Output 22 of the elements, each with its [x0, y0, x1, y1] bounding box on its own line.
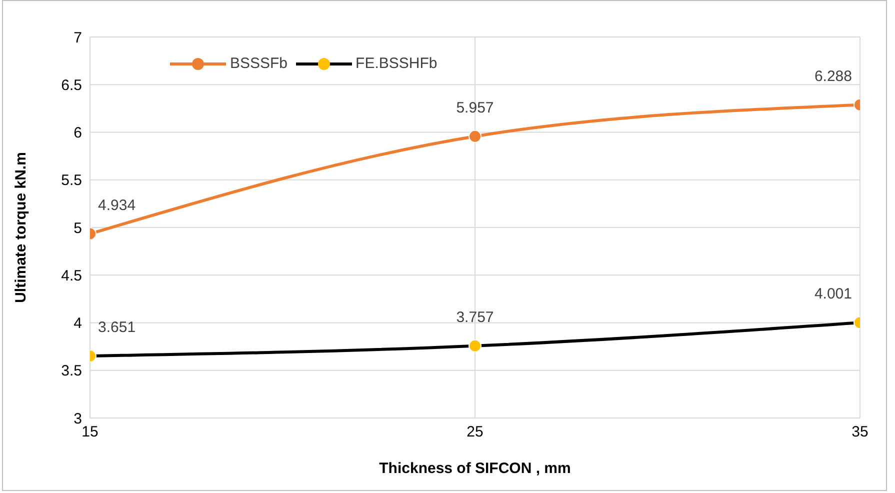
x-tick-label: 25: [466, 424, 484, 441]
y-tick-label: 4: [74, 315, 82, 332]
y-tick-label: 6.5: [61, 76, 82, 94]
y-tick-label: 7: [74, 29, 82, 46]
data-label: 5.957: [456, 99, 494, 116]
data-label: 3.651: [98, 318, 136, 336]
y-tick-label: 6: [74, 124, 82, 142]
data-label: 6.288: [814, 68, 852, 85]
x-tick-label: 35: [852, 424, 868, 441]
data-label: 4.934: [98, 196, 136, 214]
legend-label: BSSSFb: [230, 55, 288, 72]
y-tick-label: 4.5: [61, 267, 82, 284]
data-label: 3.757: [456, 308, 494, 326]
y-tick-label: 3: [74, 410, 82, 428]
x-tick-label: 15: [82, 424, 98, 441]
y-tick-label: 5: [74, 220, 82, 237]
data-label: 4.001: [814, 286, 852, 303]
y-axis-title: Ultimate torque kN.m: [12, 152, 30, 303]
y-tick-label: 5.5: [61, 172, 82, 190]
legend-label: FE.BSSHFb: [356, 55, 438, 72]
y-tick-label: 3.5: [61, 362, 82, 380]
x-axis-title: Thickness of SIFCON , mm: [379, 460, 571, 477]
